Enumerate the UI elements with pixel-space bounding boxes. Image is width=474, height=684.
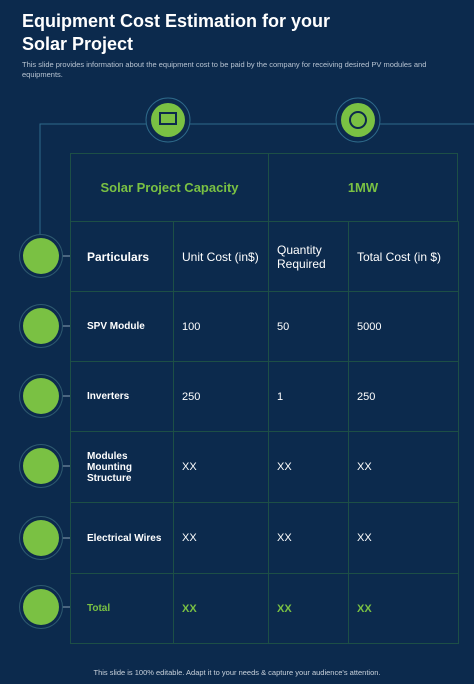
row-label: Modules Mounting Structure (70, 431, 174, 503)
table-cell: 1 (268, 361, 349, 432)
table-cell: 5000 (348, 291, 459, 362)
table-cell: XX (173, 431, 269, 503)
table-cell: XX (268, 431, 349, 503)
table-cell: 50 (268, 291, 349, 362)
row-label: SPV Module (70, 291, 174, 362)
icon (23, 520, 59, 556)
icon (23, 378, 59, 414)
table-cell: 100 (173, 291, 269, 362)
column-header: Particulars (70, 221, 174, 292)
capacity-value: 1MW (268, 153, 458, 222)
table-cell: XX (348, 502, 459, 574)
footer: This slide is 100% editable. Adapt it to… (93, 668, 381, 677)
table-cell: 250 (348, 361, 459, 432)
table-cell: 250 (173, 361, 269, 432)
icon (23, 238, 59, 274)
icon (23, 589, 59, 625)
row-label: Electrical Wires (70, 502, 174, 574)
column-header: Quantity Required (268, 221, 349, 292)
icon (23, 308, 59, 344)
row-label: Total (70, 573, 174, 644)
table-cell: XX (348, 573, 459, 644)
row-label: Inverters (70, 361, 174, 432)
capacity-label: Solar Project Capacity (70, 153, 269, 222)
column-header: Total Cost (in $) (348, 221, 459, 292)
table-cell: XX (348, 431, 459, 503)
table-cell: XX (268, 502, 349, 574)
title: Equipment Cost Estimation for your Solar… (22, 11, 331, 54)
table-cell: XX (173, 502, 269, 574)
subtitle: This slide provides information about th… (22, 60, 427, 79)
icon (23, 448, 59, 484)
column-header: Unit Cost (in$) (173, 221, 269, 292)
table-cell: XX (268, 573, 349, 644)
table-cell: XX (173, 573, 269, 644)
